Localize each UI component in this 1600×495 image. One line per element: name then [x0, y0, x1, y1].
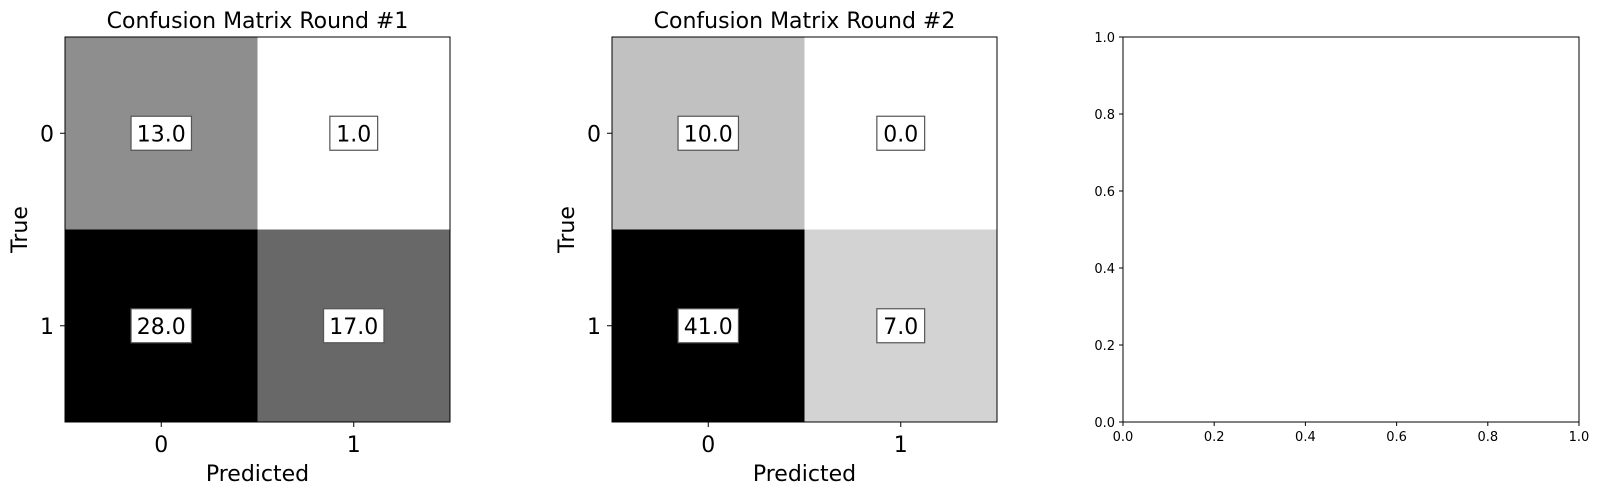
value-label: 10.0: [684, 122, 733, 147]
value-label-box: [876, 308, 926, 344]
y-tick-label: 0.8: [1094, 108, 1115, 123]
value-label-box: [130, 115, 193, 151]
x-tick-label: 0: [154, 433, 168, 458]
x-tick-label: 1.0: [1569, 430, 1590, 445]
y-tick-label: 0.4: [1094, 262, 1115, 277]
x-axis-label: Predicted: [206, 462, 309, 487]
axes-frame: [611, 36, 998, 423]
x-tick-label: 0.8: [1477, 430, 1498, 445]
x-tick-label: 0.4: [1295, 430, 1316, 445]
chart-title: Confusion Matrix Round #1: [107, 9, 409, 34]
value-label-box: [677, 308, 740, 344]
x-tick-label: 0.2: [1204, 430, 1225, 445]
y-tick-label: 0.2: [1094, 339, 1115, 354]
y-axis-label: True: [8, 206, 33, 254]
value-label: 17.0: [329, 315, 378, 340]
value-label-box: [876, 115, 926, 151]
y-tick-label: 0: [40, 122, 54, 147]
value-label: 13.0: [137, 122, 186, 147]
value-label: 7.0: [883, 315, 918, 340]
chart-title: Confusion Matrix Round #2: [654, 9, 956, 34]
confusion-matrix-panel-1: Confusion Matrix Round #1 13.0 1.0 28.0 17.0…: [8, 9, 451, 487]
y-axis-label: True: [555, 206, 580, 254]
y-tick-label: 1: [587, 315, 601, 340]
value-label: 1.0: [336, 122, 371, 147]
value-label-box: [677, 115, 740, 151]
x-tick-label: 1: [894, 433, 908, 458]
y-tick-label: 1.0: [1094, 31, 1115, 46]
x-tick-label: 0.6: [1386, 430, 1407, 445]
confusion-matrix-panel-2: Confusion Matrix Round #2 10.0 0.0 41.0 7.0 0…: [555, 9, 998, 487]
axes-frame: [64, 36, 451, 423]
y-tick-label: 0.6: [1094, 185, 1115, 200]
x-tick-label: 0.0: [1113, 430, 1134, 445]
value-label: 0.0: [883, 122, 918, 147]
value-label: 41.0: [684, 315, 733, 340]
value-label-box: [322, 308, 385, 344]
x-tick-label: 1: [347, 433, 361, 458]
y-tick-label: 0: [587, 122, 601, 147]
value-label: 28.0: [137, 315, 186, 340]
value-label-box: [130, 308, 193, 344]
x-tick-label: 0: [701, 433, 715, 458]
x-axis-label: Predicted: [753, 462, 856, 487]
value-label-box: [329, 115, 379, 151]
axes-frame: [1122, 36, 1580, 423]
y-tick-label: 1: [40, 315, 54, 340]
empty-axes-panel: 0.0 0.2 0.4 0.6 0.8 1.0 0.0 0.2 0.4 0.6 0.8 1.0: [1094, 31, 1589, 445]
y-tick-label: 0.0: [1094, 416, 1115, 431]
